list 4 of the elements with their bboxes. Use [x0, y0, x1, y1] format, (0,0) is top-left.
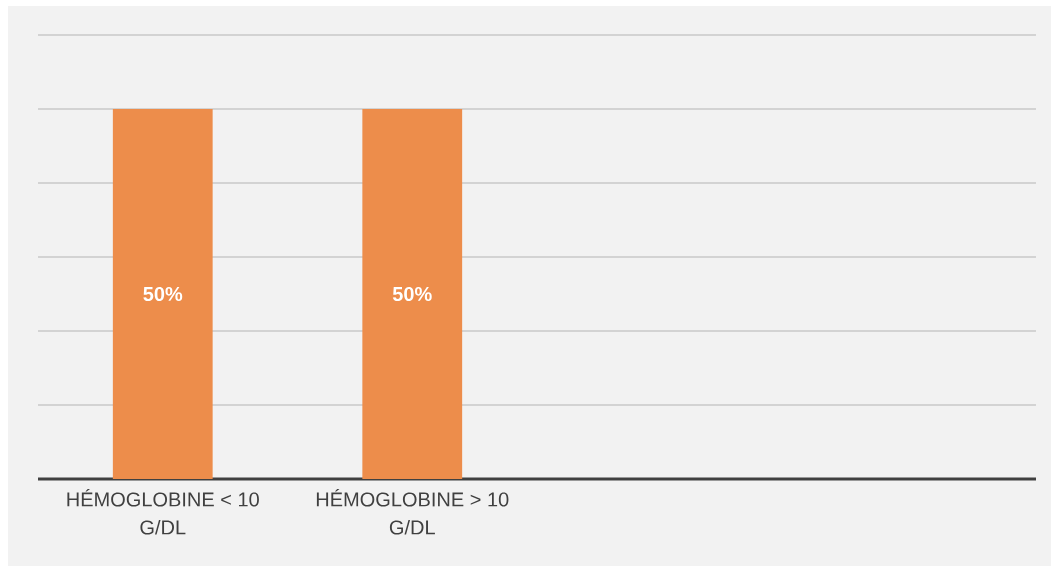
data-label: 50% [392, 286, 432, 302]
data-label: 50% [143, 286, 183, 302]
x-tick-label: HÉMOGLOBINE > 10 G/DL [316, 489, 509, 535]
x-tick-label: HÉMOGLOBINE < 10 G/DL [67, 489, 259, 535]
